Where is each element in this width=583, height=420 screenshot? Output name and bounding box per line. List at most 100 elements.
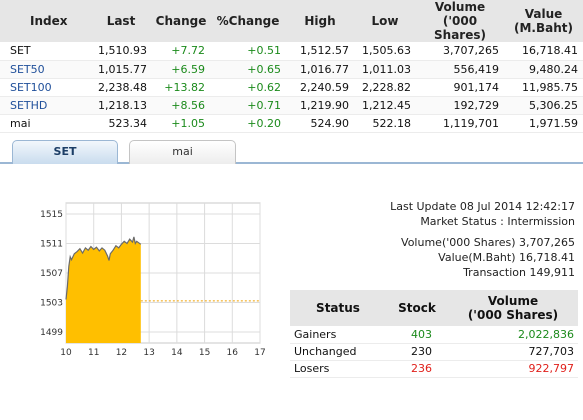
table-row: SET 1,510.93 +7.72 +0.51 1,512.57 1,505.… [0, 42, 583, 61]
index-table-header: Index Last Change %Change High Low Volum… [0, 0, 583, 42]
breadth-volume: 922,797 [448, 360, 578, 378]
index-last: 523.34 [90, 114, 152, 133]
header-pct-change[interactable]: %Change [216, 14, 280, 28]
index-pct-change: +0.71 [210, 96, 286, 115]
index-value: 9,480.24 [504, 60, 583, 79]
header-value-line1: Value [524, 7, 563, 21]
index-volume: 901,174 [416, 78, 504, 97]
index-name-link[interactable]: SETHD [0, 96, 90, 115]
index-line [65, 236, 142, 300]
index-last: 1,015.77 [90, 60, 152, 79]
index-area [66, 236, 141, 343]
breadth-status: Losers [290, 360, 386, 378]
header-high[interactable]: High [304, 14, 336, 28]
index-pct-change: +0.51 [210, 42, 286, 61]
index-volume: 3,707,265 [416, 42, 504, 61]
index-value: 5,306.25 [504, 96, 583, 115]
transaction-count: Transaction 149,911 [463, 266, 575, 279]
market-status: Market Status : Intermission [420, 215, 575, 228]
market-info: Last Update 08 Jul 2014 12:42:17 Market … [390, 199, 575, 280]
index-high: 2,240.59 [286, 78, 354, 97]
index-pct-change: +0.65 [210, 60, 286, 79]
index-high: 524.90 [286, 114, 354, 133]
breadth-volume: 727,703 [448, 343, 578, 361]
x-tick-label: 14 [171, 348, 183, 358]
y-tick-label: 1499 [40, 328, 63, 338]
total-volume: Volume('000 Shares) 3,707,265 [401, 236, 575, 249]
header-breadth-volume-line2: ('000 Shares) [467, 308, 559, 322]
index-pct-change: +0.20 [210, 114, 286, 133]
index-low: 1,505.63 [354, 42, 416, 61]
index-change: +8.56 [152, 96, 210, 115]
chart-area-group [65, 236, 260, 343]
breadth-status: Unchanged [290, 343, 386, 361]
index-volume: 192,729 [416, 96, 504, 115]
index-value: 1,971.59 [504, 114, 583, 133]
header-change[interactable]: Change [155, 14, 207, 28]
index-pct-change: +0.62 [210, 78, 286, 97]
intraday-index-chart: 10 11 12 13 14 15 16 17 1515 1511 1507 1503 1499 [40, 202, 266, 358]
header-low[interactable]: Low [371, 14, 399, 28]
breadth-stock-count: 230 [386, 343, 448, 361]
index-last: 1,218.13 [90, 96, 152, 115]
table-row: SET100 2,238.48 +13.82 +0.62 2,240.59 2,… [0, 78, 583, 97]
index-change: +1.05 [152, 114, 210, 133]
tab-mai[interactable]: mai [129, 140, 236, 164]
index-value: 16,718.41 [504, 42, 583, 61]
x-tick-label: 13 [143, 348, 154, 358]
header-breadth-volume: Volume ('000 Shares) [448, 290, 578, 326]
tab-set[interactable]: SET [12, 140, 118, 164]
index-value: 11,985.75 [504, 78, 583, 97]
breadth-status: Gainers [290, 326, 386, 344]
total-value: Value(M.Baht) 16,718.41 [438, 251, 575, 264]
header-value-line2: (M.Baht) [514, 21, 573, 35]
x-tick-label: 12 [116, 348, 127, 358]
index-change: +6.59 [152, 60, 210, 79]
index-low: 1,212.45 [354, 96, 416, 115]
table-row: Losers 236 922,797 [290, 360, 578, 378]
index-low: 522.18 [354, 114, 416, 133]
index-high: 1,512.57 [286, 42, 354, 61]
breadth-header: Status Stock Volume ('000 Shares) [290, 290, 578, 326]
index-low: 1,011.03 [354, 60, 416, 79]
table-row: Gainers 403 2,022,836 [290, 326, 578, 344]
header-breadth-volume-line1: Volume [487, 294, 539, 308]
last-update: Last Update 08 Jul 2014 12:42:17 [390, 200, 575, 213]
breadth-stock-count: 236 [386, 360, 448, 378]
index-name-link[interactable]: SET50 [0, 60, 90, 79]
index-high: 1,016.77 [286, 60, 354, 79]
x-tick-label: 16 [227, 348, 239, 358]
x-tick-label: 15 [199, 348, 210, 358]
index-last: 2,238.48 [90, 78, 152, 97]
x-tick-label: 17 [254, 348, 265, 358]
y-tick-label: 1503 [40, 298, 63, 308]
header-status: Status [316, 301, 360, 315]
header-volume-line1: Volume [434, 0, 486, 14]
table-row: SETHD 1,218.13 +8.56 +0.71 1,219.90 1,21… [0, 96, 583, 115]
y-tick-label: 1511 [40, 240, 63, 250]
index-volume: 1,119,701 [416, 114, 504, 133]
market-breadth-table: Status Stock Volume ('000 Shares) Gainers… [290, 290, 578, 378]
x-tick-label: 10 [60, 348, 72, 358]
table-row: mai 523.34 +1.05 +0.20 524.90 522.18 1,1… [0, 114, 583, 133]
index-volume: 556,419 [416, 60, 504, 79]
index-last: 1,510.93 [90, 42, 152, 61]
index-low: 2,228.82 [354, 78, 416, 97]
header-last[interactable]: Last [106, 14, 136, 28]
market-tab-bar: SET mai [0, 136, 583, 164]
header-index[interactable]: Index [30, 14, 68, 28]
breadth-volume: 2,022,836 [448, 326, 578, 344]
x-tick-label: 11 [88, 348, 99, 358]
index-change: +13.82 [152, 78, 210, 97]
breadth-stock-count: 403 [386, 326, 448, 344]
index-name: SET [0, 42, 90, 61]
header-value[interactable]: Value (M.Baht) [504, 0, 583, 42]
index-high: 1,219.90 [286, 96, 354, 115]
index-table: Index Last Change %Change High Low Volum… [0, 0, 583, 133]
header-stock: Stock [398, 301, 436, 315]
y-tick-label: 1507 [40, 269, 63, 279]
header-volume[interactable]: Volume ('000 Shares) [416, 0, 504, 42]
index-name-link[interactable]: SET100 [0, 78, 90, 97]
table-row: SET50 1,015.77 +6.59 +0.65 1,016.77 1,01… [0, 60, 583, 79]
index-change: +7.72 [152, 42, 210, 61]
